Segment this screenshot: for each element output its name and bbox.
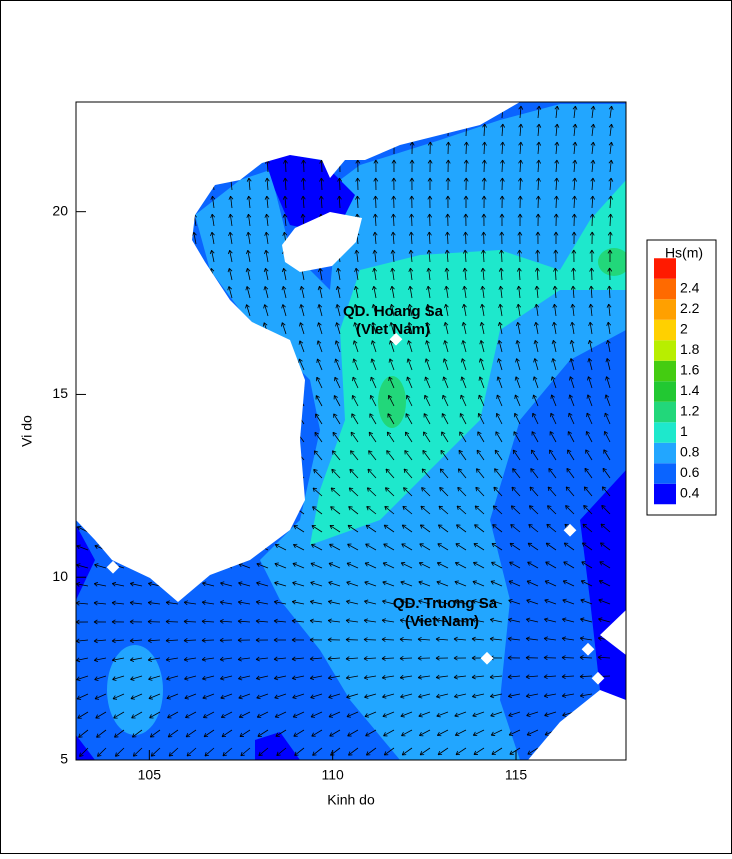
- colorbar-label: 1.6: [680, 362, 700, 378]
- colorbar-swatch: [654, 361, 676, 382]
- contour-fill: [107, 645, 163, 735]
- arrow: [484, 160, 485, 172]
- arrow: [339, 178, 340, 190]
- colorbar-label: 1.8: [680, 341, 700, 357]
- arrow: [375, 196, 376, 208]
- arrow: [364, 639, 376, 640]
- colorbar-label: 0.6: [680, 464, 700, 480]
- y-tick-label: 5: [60, 751, 68, 767]
- colorbar-swatch: [654, 443, 676, 464]
- colorbar-label: 0.8: [680, 444, 700, 460]
- y-tick-label: 20: [52, 202, 68, 218]
- colorbar-label: 1: [680, 423, 688, 439]
- arrow: [400, 658, 412, 659]
- colorbar-swatch: [654, 402, 676, 423]
- y-tick-label: 10: [52, 568, 68, 584]
- arrow: [166, 621, 178, 622]
- colorbar-swatch: [654, 422, 676, 443]
- x-tick-label: 115: [505, 767, 528, 783]
- arrow: [591, 268, 592, 280]
- x-axis-label: Kinh do: [327, 792, 375, 808]
- x-tick-label: 110: [322, 767, 345, 783]
- arrow: [519, 250, 520, 262]
- colorbar-label: 2.4: [680, 280, 700, 296]
- colorbar-label: 2: [680, 321, 688, 337]
- colorbar-swatch: [654, 340, 676, 361]
- colorbar-swatch: [654, 299, 676, 320]
- y-axis-label: Vi do: [19, 415, 35, 447]
- arrow: [465, 232, 466, 244]
- contour-fill: [598, 248, 630, 276]
- annotation: QD. Hoang Sa: [343, 303, 444, 320]
- colorbar-label: 0.4: [680, 485, 700, 501]
- colorbar-label: 1.4: [680, 382, 700, 398]
- colorbar-swatch: [654, 381, 676, 402]
- colorbar-swatch: [654, 320, 676, 341]
- annotation: (Viet Nam): [356, 321, 430, 338]
- colorbar-swatch: [654, 258, 676, 279]
- annotation: (Viet Nam): [405, 613, 479, 630]
- arrow: [562, 657, 574, 658]
- colorbar-swatch: [654, 484, 676, 505]
- arrow: [466, 142, 467, 154]
- y-tick-label: 15: [52, 385, 68, 401]
- annotation: QD. Truong Sa: [393, 595, 498, 612]
- colorbar-swatch: [654, 463, 676, 484]
- map: [76, 102, 630, 760]
- x-tick-label: 105: [138, 767, 162, 783]
- colorbar-swatch: [654, 279, 676, 300]
- colorbar-label: 2.2: [680, 300, 700, 316]
- colorbar-label: 1.2: [680, 403, 700, 419]
- arrow: [592, 214, 593, 226]
